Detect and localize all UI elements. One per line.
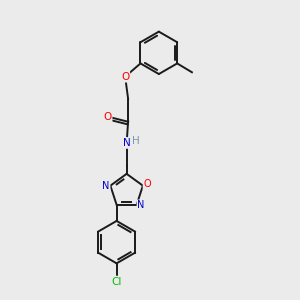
Text: O: O bbox=[103, 112, 112, 122]
Text: N: N bbox=[102, 181, 110, 191]
Text: N: N bbox=[137, 200, 145, 210]
Text: O: O bbox=[121, 72, 129, 82]
Text: H: H bbox=[132, 136, 140, 146]
Text: O: O bbox=[143, 179, 151, 189]
Text: N: N bbox=[123, 138, 130, 148]
Text: Cl: Cl bbox=[111, 277, 122, 286]
